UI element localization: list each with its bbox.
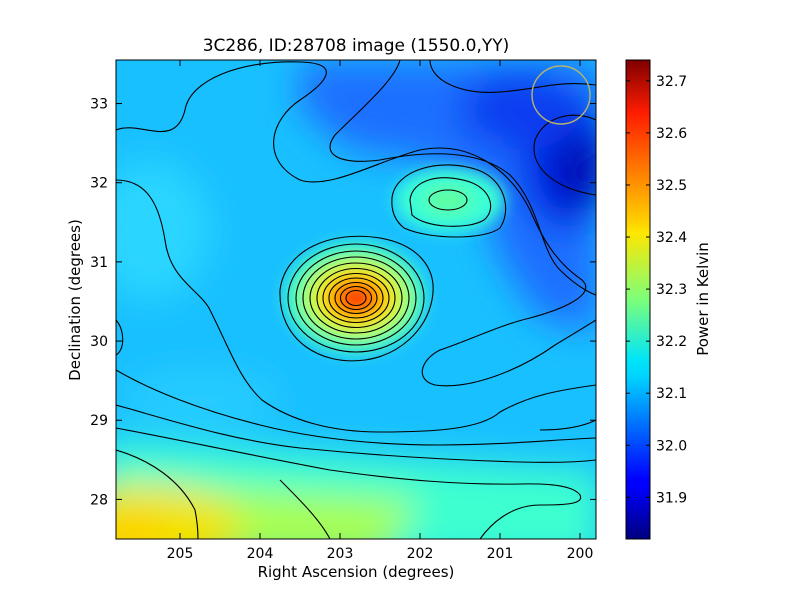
y-axis: 28 29 30 31 32 33 <box>90 97 596 508</box>
colorbar-gradient <box>625 59 651 540</box>
y-axis-label: Declination (degrees) <box>66 219 84 381</box>
colorbar-tick-label: 32.7 <box>656 74 687 90</box>
chart-title: 3C286, ID:28708 image (1550.0,YY) <box>203 36 510 56</box>
colorbar-tick-label: 32.5 <box>656 178 687 194</box>
x-axis-label: Right Ascension (degrees) <box>258 563 455 581</box>
x-tick-label: 205 <box>167 546 194 562</box>
colorbar-tick-label: 32.3 <box>656 282 687 298</box>
y-tick-label: 30 <box>90 334 108 350</box>
x-tick-label: 200 <box>567 546 594 562</box>
y-tick-label: 29 <box>90 413 108 429</box>
colorbar-ticks: 31.9 32.0 32.1 32.2 32.3 32.4 32.5 32.6 32.7 <box>626 74 687 506</box>
x-tick-label: 202 <box>407 546 434 562</box>
x-axis: 205 204 203 202 201 200 <box>167 60 594 562</box>
y-tick-label: 32 <box>90 176 108 192</box>
colorbar-tick-label: 32.2 <box>656 334 687 350</box>
colorbar-tick-label: 31.9 <box>656 490 687 506</box>
heatmap-plot <box>116 60 596 539</box>
y-tick-label: 31 <box>90 255 108 271</box>
colorbar-tick-label: 32.6 <box>656 126 687 142</box>
x-tick-label: 203 <box>327 546 354 562</box>
y-tick-label: 33 <box>90 97 108 113</box>
colorbar-label: Power in Kelvin <box>694 242 712 356</box>
colorbar-tick-label: 32.0 <box>656 438 687 454</box>
plot-frame <box>115 59 597 540</box>
colorbar-tick-label: 32.1 <box>656 386 687 402</box>
x-tick-label: 204 <box>247 546 274 562</box>
contour-lines <box>116 60 596 539</box>
colorbar: 31.9 32.0 32.1 32.2 32.3 32.4 32.5 32.6 32.7 Pow… <box>625 59 712 540</box>
beam-circle <box>531 65 591 125</box>
x-tick-label: 201 <box>487 546 514 562</box>
y-tick-label: 28 <box>90 492 108 508</box>
colorbar-tick-label: 32.4 <box>656 230 687 246</box>
